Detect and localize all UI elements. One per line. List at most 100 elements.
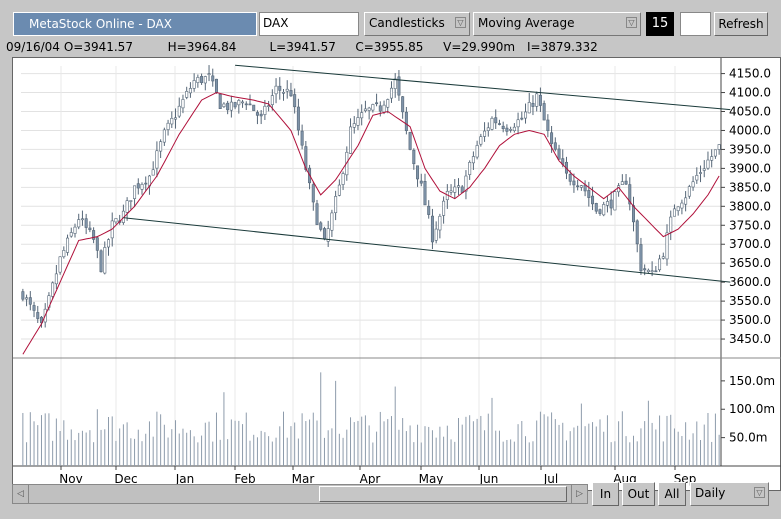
candle-body <box>583 184 587 192</box>
zoom-out-button[interactable]: Out <box>622 482 655 506</box>
candle-body <box>237 100 241 106</box>
period-spinner[interactable] <box>680 12 711 36</box>
candle-body <box>393 78 397 89</box>
candle-body <box>479 136 483 145</box>
lower-trendline <box>123 217 731 283</box>
price-tick-label: 3500.0 <box>729 313 771 327</box>
candle-body <box>717 144 721 150</box>
price-tick-label: 3450.0 <box>729 332 771 346</box>
scroll-right-arrow-icon[interactable]: ▷ <box>571 485 587 503</box>
candle-body <box>293 94 297 108</box>
candle-body <box>188 88 192 94</box>
candle-body <box>62 250 66 258</box>
candle-body <box>624 180 628 185</box>
candle-body <box>334 196 338 214</box>
month-label: Apr <box>360 472 381 486</box>
candle-body <box>702 168 706 171</box>
candle-body <box>687 186 691 197</box>
candle-body <box>248 103 252 106</box>
interval-value: Daily <box>695 486 726 500</box>
candle-body <box>21 291 25 300</box>
candle-body <box>468 162 472 175</box>
zoom-in-button[interactable]: In <box>592 482 619 506</box>
candle-body <box>427 205 431 215</box>
candle-body <box>397 76 401 96</box>
candle-body <box>375 102 379 105</box>
candle-body <box>609 199 613 209</box>
candle-body <box>259 113 263 117</box>
info-high: H=3964.84 <box>167 40 237 54</box>
candle-body <box>672 208 676 217</box>
candle-body <box>181 99 185 109</box>
chevron-down-icon[interactable]: ▽ <box>455 17 466 28</box>
candle-body <box>620 181 624 185</box>
candle-body <box>568 174 572 182</box>
candle-body <box>337 184 341 196</box>
candle-body <box>51 282 55 297</box>
upper-trendline <box>235 64 731 111</box>
candle-body <box>386 99 390 108</box>
candle-body <box>32 305 36 311</box>
price-tick-label: 3550.0 <box>729 294 771 308</box>
month-label: Feb <box>234 472 255 486</box>
price-tick-label: 3750.0 <box>729 218 771 232</box>
candle-body <box>654 270 658 273</box>
candle-body <box>367 107 371 111</box>
candle-body <box>114 218 118 223</box>
refresh-button[interactable]: Refresh <box>714 12 768 36</box>
indicator-select[interactable]: Moving Average ▽ <box>473 12 641 36</box>
candle-body <box>524 111 528 119</box>
candle-body <box>170 118 174 125</box>
candle-body <box>274 85 278 95</box>
price-tick-label: 3850.0 <box>729 180 771 194</box>
candle-body <box>646 269 650 273</box>
symbol-input[interactable]: DAX <box>259 12 359 36</box>
interval-select[interactable]: Daily ▽ <box>690 482 769 506</box>
candle-body <box>535 93 539 107</box>
candle-body <box>207 73 211 76</box>
period-input[interactable]: 15 <box>646 12 674 36</box>
chart-style-value: Candlesticks <box>369 16 445 30</box>
candle-body <box>80 218 84 221</box>
month-label: May <box>419 472 444 486</box>
candle-body <box>658 258 662 271</box>
moving-average-line <box>22 91 720 355</box>
candle-body <box>263 105 267 115</box>
chevron-down-icon[interactable]: ▽ <box>754 487 765 498</box>
candle-body <box>509 129 513 131</box>
candle-body <box>423 180 427 206</box>
chart-area[interactable]: 4150.0 4100.0 4050.0 4000.0 3950.0 3900.0 3850… <box>12 57 781 491</box>
chart-style-select[interactable]: Candlesticks ▽ <box>364 12 470 36</box>
candle-body <box>66 237 70 253</box>
price-volume-chart[interactable]: 4150.0 4100.0 4050.0 4000.0 3950.0 3900.0 3850… <box>13 58 781 492</box>
volume-tick-label: 100.0m <box>729 402 775 416</box>
scroll-left-arrow-icon[interactable]: ◁ <box>13 485 29 503</box>
candle-body <box>605 201 609 206</box>
candle-body <box>270 95 274 105</box>
month-label: Jul <box>543 472 558 486</box>
candle-body <box>151 169 155 176</box>
candle-body <box>267 105 271 107</box>
candle-body <box>28 297 32 305</box>
candle-body <box>185 91 189 98</box>
scroll-thumb[interactable] <box>319 486 567 502</box>
zoom-all-button[interactable]: All <box>658 482 686 506</box>
chevron-down-icon[interactable]: ▽ <box>626 17 637 28</box>
candle-body <box>542 103 546 121</box>
candle-body <box>680 202 684 209</box>
candle-body <box>695 175 699 181</box>
candle-body <box>501 125 505 130</box>
candle-body <box>389 87 393 99</box>
month-label: Jun <box>479 472 499 486</box>
price-tick-label: 4000.0 <box>729 123 771 137</box>
candle-body <box>483 130 487 137</box>
horizontal-scrollbar[interactable]: ◁ ▷ <box>12 484 588 504</box>
candle-body <box>382 104 386 113</box>
price-tick-label: 3800.0 <box>729 199 771 213</box>
candle-body <box>602 204 606 216</box>
window-title-bar: MetaStock Online - DAX <box>13 12 257 36</box>
candle-body <box>159 141 163 152</box>
quote-info-line: 09/16/04 O=3941.57 H=3964.84 L=3941.57 C… <box>6 39 606 55</box>
candle-body <box>25 297 29 300</box>
month-label: Jan <box>175 472 195 486</box>
